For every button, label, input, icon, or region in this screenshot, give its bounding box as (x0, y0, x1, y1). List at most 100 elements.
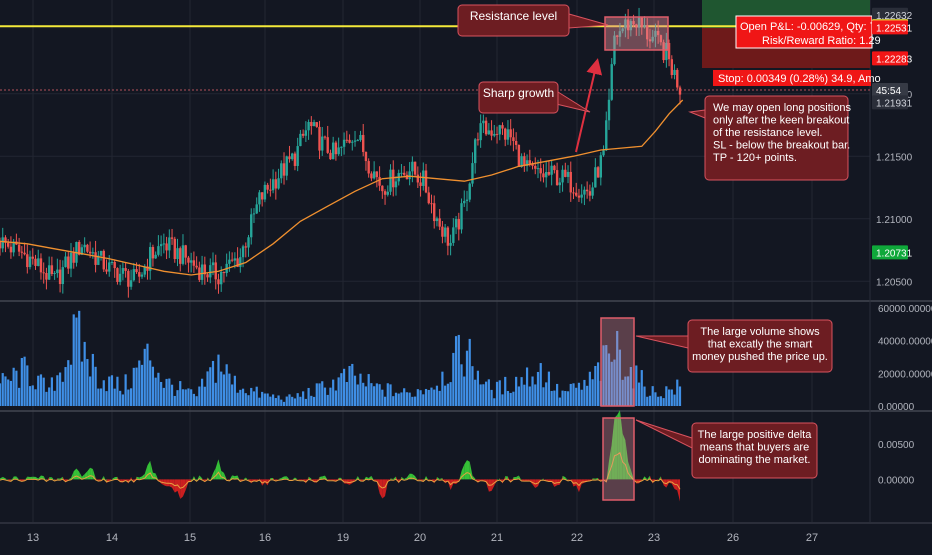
candle-body (154, 255, 156, 259)
candle-body (89, 252, 91, 254)
volume-bar (32, 385, 34, 406)
volume-bar (108, 377, 110, 406)
candle-body (589, 191, 591, 195)
candle-body (206, 274, 208, 277)
candle-body (179, 248, 181, 264)
volume-bar (433, 390, 435, 406)
volume-bar (643, 387, 645, 406)
volume-bar (581, 390, 583, 406)
callout-text: The large positive delta (698, 429, 813, 441)
candle-body (351, 142, 353, 143)
volume-bar (310, 396, 312, 406)
candle-body (242, 246, 244, 257)
candle-body (220, 272, 222, 284)
volume-bar (529, 386, 531, 406)
volume-bar (512, 392, 514, 406)
volume-bar (267, 393, 269, 406)
volume-bar (258, 398, 260, 406)
volume-bar (187, 388, 189, 406)
volume-bar (551, 391, 553, 406)
open-pnl-text: Open P&L: -0.00629, Qty: 7: (740, 21, 879, 33)
volume-bar (130, 388, 132, 406)
volume-bar (463, 377, 465, 406)
volume-bar (376, 383, 378, 406)
candle-body (83, 245, 85, 247)
volume-bar (351, 364, 353, 406)
delta-tick-label: 0.00500 (878, 440, 915, 451)
time-tick-label: 15 (184, 532, 196, 544)
candle-body (283, 163, 285, 175)
candle-body (29, 257, 31, 267)
volume-bar (204, 387, 206, 406)
volume-bar (70, 365, 72, 406)
volume-bar (2, 373, 4, 406)
volume-bar (531, 377, 533, 406)
volume-bar (501, 394, 503, 406)
price-label: 1.22531 (876, 23, 913, 34)
price-label: 1.20731 (876, 248, 913, 259)
candle-body (477, 139, 479, 140)
volume-bar (389, 384, 391, 406)
volume-bar (313, 397, 315, 406)
candle-body (411, 162, 413, 172)
volume-bar (657, 397, 659, 406)
candle-body (217, 279, 219, 284)
candle-body (73, 253, 75, 263)
volume-bar (578, 383, 580, 406)
candle-body (580, 195, 582, 198)
candle-body (10, 247, 12, 253)
candle-body (354, 141, 356, 142)
volume-bar (116, 377, 118, 406)
volume-bar (160, 382, 162, 406)
candle-body (318, 127, 320, 151)
volume-bar (570, 384, 572, 406)
candle-body (32, 257, 34, 259)
volume-bar (403, 388, 405, 406)
candle-body (152, 247, 154, 258)
candle-body (266, 185, 268, 190)
candle-body (258, 192, 260, 204)
candle-body (234, 258, 236, 260)
callout-text: SL - below the breakout bar. (713, 140, 850, 152)
callout-text: money pushed the price up. (692, 351, 828, 363)
candle-body (471, 163, 473, 183)
candle-body (572, 192, 574, 193)
volume-bar (567, 391, 569, 406)
volume-bar (673, 395, 675, 406)
candle-body (113, 262, 115, 268)
volume-bar (586, 386, 588, 406)
delta-highlight-box (603, 418, 634, 500)
volume-bar (477, 371, 479, 406)
volume-bar (163, 388, 165, 406)
candle-body (187, 258, 189, 263)
candle-body (553, 166, 555, 170)
volume-bar (29, 386, 31, 406)
volume-bar (523, 385, 525, 406)
volume-bar (589, 372, 591, 406)
candle-body (436, 218, 438, 221)
volume-bar (122, 394, 124, 406)
volume-tick-label: 60000.00000 (878, 304, 932, 315)
candle-body (45, 273, 47, 280)
candle-body (501, 125, 503, 128)
candle-body (124, 268, 126, 271)
candle-body (597, 167, 599, 177)
candle-body (452, 227, 454, 243)
candle-body (149, 247, 151, 271)
candle-body (449, 243, 451, 246)
volume-bar (111, 375, 113, 406)
candle-body (671, 59, 673, 75)
candle-body (337, 147, 339, 154)
candle-body (673, 70, 675, 75)
price-label: 45:54 (876, 86, 901, 97)
volume-bar (21, 358, 23, 406)
candle-body (469, 184, 471, 200)
volume-bar (198, 387, 200, 406)
volume-bar (668, 389, 670, 406)
candle-body (392, 170, 394, 188)
volume-bar (62, 382, 64, 406)
candle-body (408, 171, 410, 179)
candle-body (53, 273, 55, 274)
time-tick-label: 14 (106, 532, 118, 544)
